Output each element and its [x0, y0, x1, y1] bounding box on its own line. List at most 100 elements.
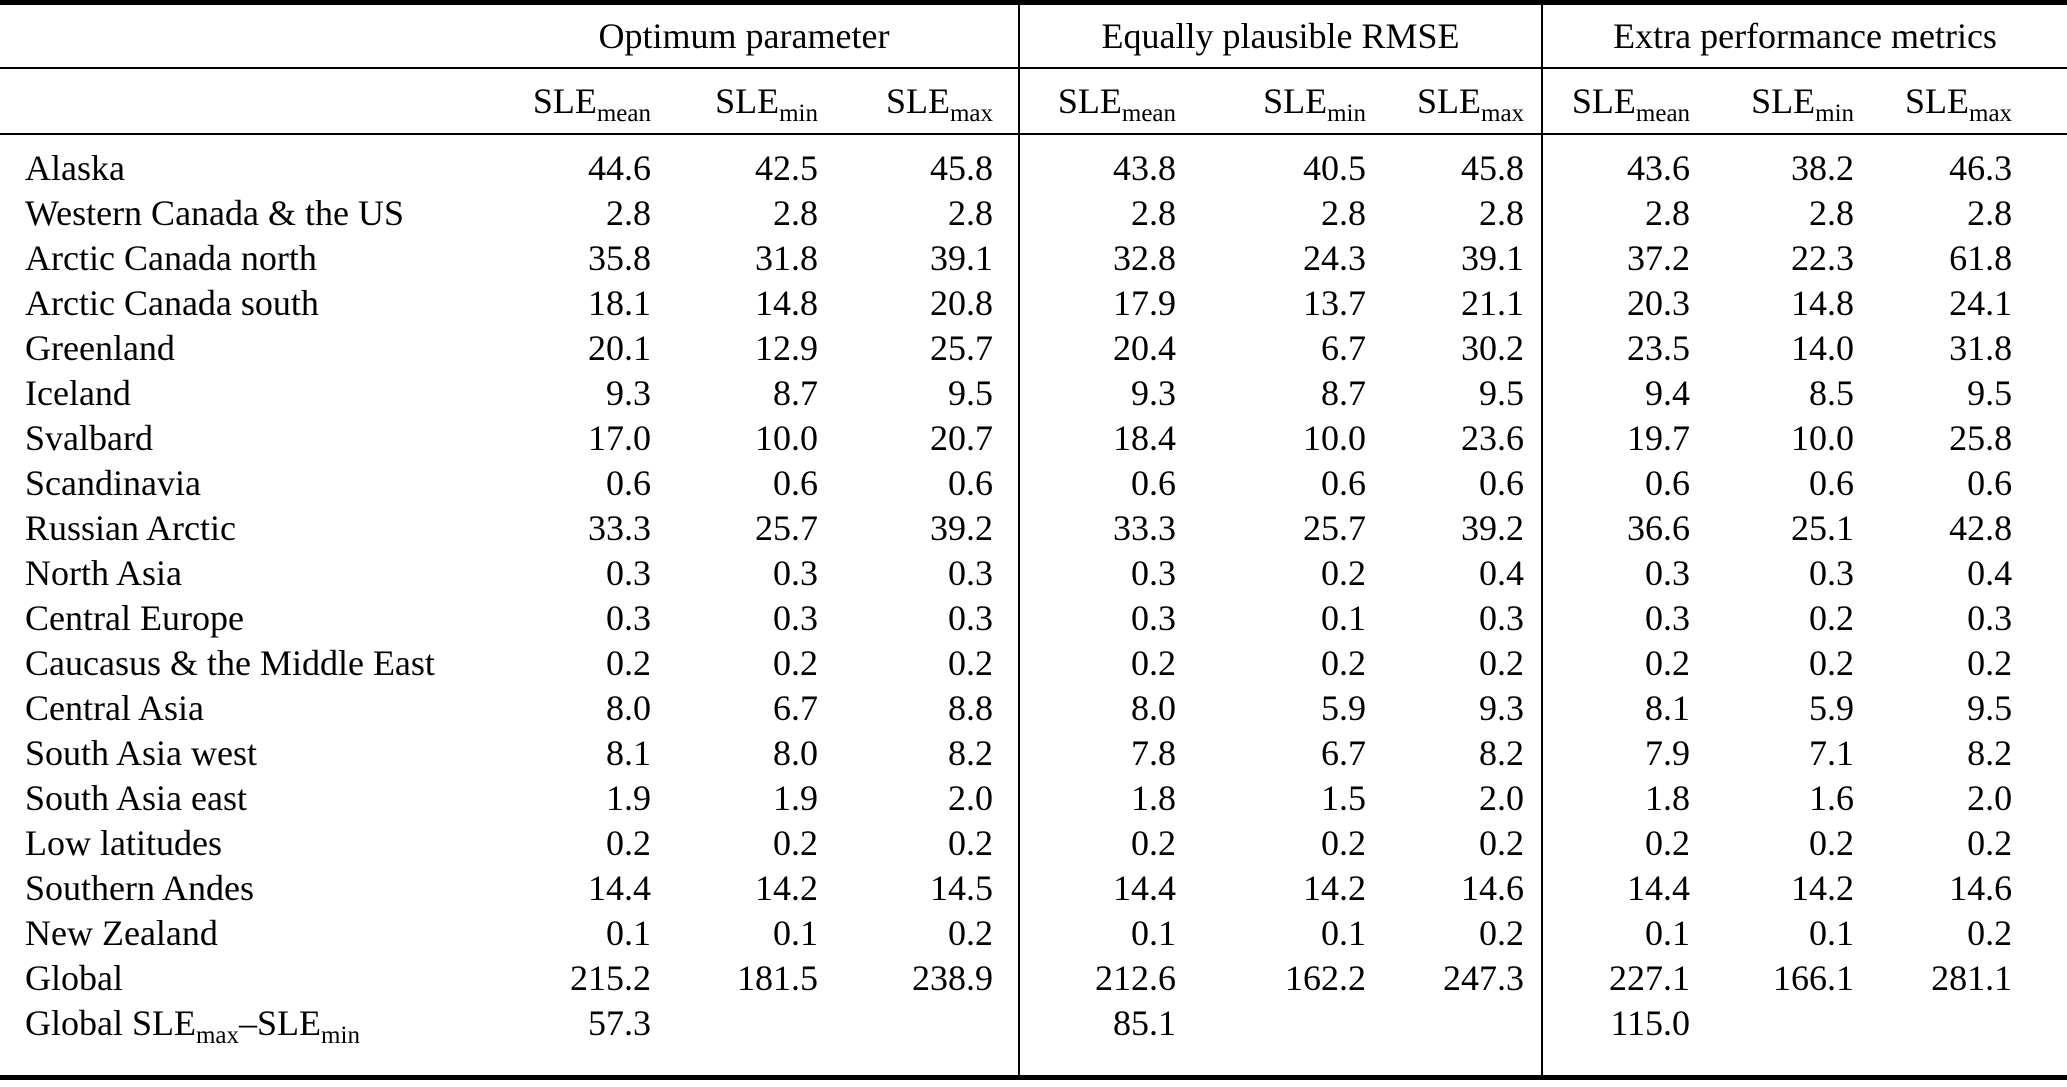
value-cell: 0.3: [828, 550, 1021, 595]
value-cell: 20.4: [1113, 327, 1177, 368]
value-cell: 42.5: [755, 147, 818, 188]
value-cell: 1.9: [606, 777, 651, 818]
value-cell: 9.5: [1376, 370, 1544, 415]
value-cell: 6.7: [1321, 732, 1367, 773]
value-cell: 39.2: [1376, 505, 1544, 550]
value-cell: 0.2: [773, 642, 818, 683]
value-cell: 17.0: [588, 417, 651, 458]
value-cell: 0.2: [1131, 822, 1177, 863]
value-cell: 19.7: [1627, 417, 1691, 458]
value-cell: 17.9: [1113, 282, 1177, 323]
value-cell: 0.2: [1321, 822, 1367, 863]
value-cell: 0.6: [828, 460, 1021, 505]
value-cell: 2.8: [828, 190, 1021, 235]
value-cell: 14.6: [1949, 867, 2013, 908]
value-cell: 0.3: [606, 552, 651, 593]
value-cell: 18.4: [1113, 417, 1177, 458]
value-cell: 8.1: [606, 732, 651, 773]
value-cell: 8.0: [773, 732, 818, 773]
value-cell: 9.3: [606, 372, 651, 413]
value-cell: 20.1: [588, 327, 651, 368]
value-cell: 31.8: [755, 237, 818, 278]
table-row: Central Asia 8.0 6.7 8.8 8.0 5.9 9.3 8.1 5.9 9.5: [0, 685, 2067, 730]
row-label: Arctic Canada north: [25, 237, 317, 278]
col-header-sle-mean: SLEmean: [1019, 68, 1187, 135]
value-cell: [828, 1000, 1021, 1078]
value-cell: 43.6: [1627, 147, 1691, 188]
value-cell: 0.6: [1645, 462, 1691, 503]
value-cell: 8.1: [1645, 687, 1691, 728]
value-cell: 247.3: [1376, 955, 1544, 1000]
value-cell: 30.2: [1376, 325, 1544, 370]
value-cell: 9.5: [1967, 687, 2013, 728]
value-cell: 162.2: [1285, 957, 1367, 998]
row-label: South Asia west: [25, 732, 258, 773]
row-label: Arctic Canada south: [25, 282, 319, 323]
value-cell: 2.8: [1809, 192, 1855, 233]
value-cell: 14.4: [1113, 867, 1177, 908]
value-cell: 9.4: [1645, 372, 1691, 413]
value-cell: 14.8: [1791, 282, 1855, 323]
col-header-sle-min: SLEmin: [1186, 68, 1377, 135]
value-cell: 2.8: [1376, 190, 1544, 235]
col-header-sle-max: SLEmax: [1864, 68, 2067, 135]
value-cell: 0.2: [1809, 642, 1855, 683]
value-cell: 0.3: [1376, 595, 1544, 640]
label-subscript: min: [321, 1021, 360, 1049]
value-cell: 0.1: [1321, 597, 1367, 638]
value-cell: 25.1: [1791, 507, 1855, 548]
value-cell: 5.9: [1321, 687, 1367, 728]
value-cell: 181.5: [737, 957, 818, 998]
value-cell: 33.3: [588, 507, 651, 548]
value-cell: 2.0: [1376, 775, 1544, 820]
subheader-row: SLEmean SLEmin SLEmax SLEmean SLEmin SLE…: [0, 68, 2067, 135]
row-label: Global SLEmax–SLEmin: [0, 1000, 470, 1078]
row-label: Global: [25, 957, 123, 998]
row-label: North Asia: [25, 552, 182, 593]
value-cell: 2.0: [828, 775, 1021, 820]
value-cell: 0.1: [1645, 912, 1691, 953]
value-cell: 6.7: [773, 687, 818, 728]
value-cell: 2.0: [1967, 777, 2013, 818]
value-cell: 14.4: [1627, 867, 1691, 908]
value-cell: 0.6: [1809, 462, 1855, 503]
value-cell: 10.0: [755, 417, 818, 458]
value-cell: 0.2: [1645, 822, 1691, 863]
value-cell: 8.2: [1967, 732, 2013, 773]
row-label: Scandinavia: [25, 462, 201, 503]
col-header-sle-max: SLEmax: [1376, 68, 1544, 135]
value-cell: 0.6: [1131, 462, 1177, 503]
value-cell: 0.2: [1809, 822, 1855, 863]
table-row: Greenland 20.1 12.9 25.7 20.4 6.7 30.2 23.5 14.0…: [0, 325, 2067, 370]
value-cell: 0.2: [1809, 597, 1855, 638]
row-label: Greenland: [25, 327, 175, 368]
value-cell: 9.5: [1967, 372, 2013, 413]
value-cell: 57.3: [588, 1002, 651, 1043]
value-cell: 1.6: [1809, 777, 1855, 818]
label-subscript: max: [195, 1021, 240, 1049]
value-cell: 0.2: [1967, 642, 2013, 683]
value-cell: 0.1: [1131, 912, 1177, 953]
value-cell: 2.8: [773, 192, 818, 233]
value-cell: 8.7: [773, 372, 818, 413]
value-cell: 1.8: [1645, 777, 1691, 818]
value-cell: 0.2: [1967, 912, 2013, 953]
value-cell: 61.8: [1949, 237, 2013, 278]
value-cell: 23.5: [1627, 327, 1691, 368]
value-cell: 1.8: [1131, 777, 1177, 818]
value-cell: 44.6: [588, 147, 651, 188]
value-cell: 0.2: [1376, 640, 1544, 685]
value-cell: 8.2: [828, 730, 1021, 775]
value-cell: 238.9: [828, 955, 1021, 1000]
value-cell: 0.2: [1967, 822, 2013, 863]
table-body: Alaska 44.6 42.5 45.8 43.8 40.5 45.8 43.6 38.2 46…: [0, 134, 2067, 1078]
value-cell: 20.7: [828, 415, 1021, 460]
value-cell: 281.1: [1931, 957, 2013, 998]
value-cell: 0.6: [1376, 460, 1544, 505]
col-header-sle-min: SLEmin: [661, 68, 828, 135]
value-cell: 0.1: [773, 912, 818, 953]
table-row: Western Canada & the US 2.8 2.8 2.8 2.8 2.8 2.…: [0, 190, 2067, 235]
value-cell: 0.3: [1645, 552, 1691, 593]
value-cell: 9.3: [1376, 685, 1544, 730]
